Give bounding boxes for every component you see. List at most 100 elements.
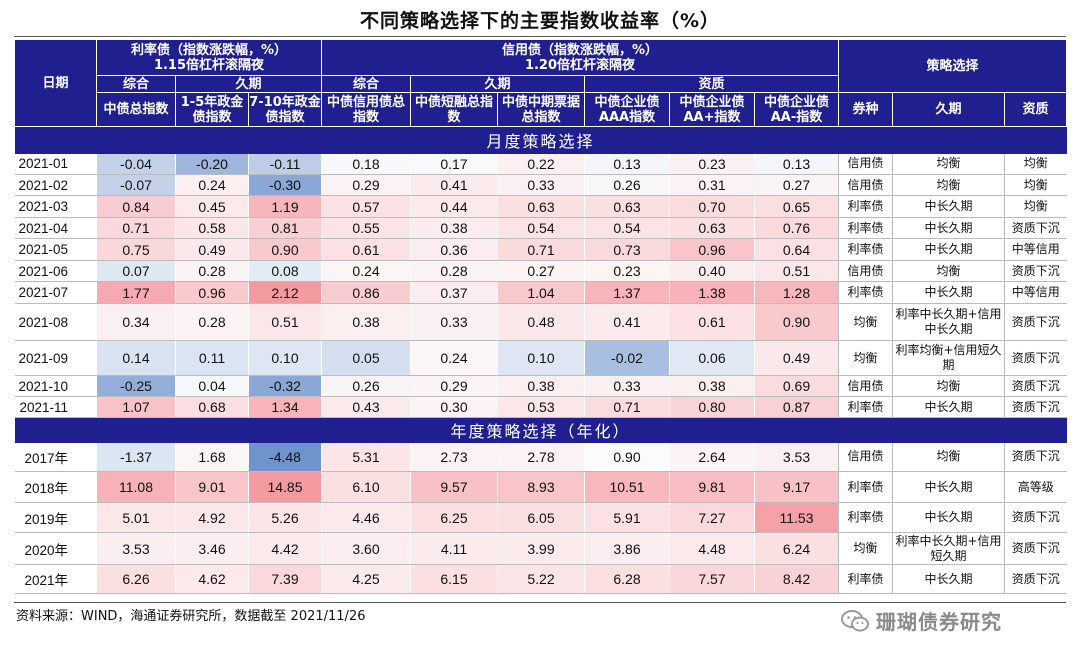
header-rate-leverage: 1.15倍杠杆滚隔夜 [153,57,265,73]
value-cell: 5.91 [584,502,670,533]
table-row: 2017年 -1.37 1.68 -4.48 5.31 2.73 2.78 0.90 2.64 3… [14,442,1067,472]
strategy-type: 利率债 [838,396,893,418]
value-cell: 5.01 [96,502,176,533]
value-cell: 0.63 [669,217,755,239]
value-cell: 0.24 [175,174,249,196]
value-cell: 0.34 [96,303,176,341]
value-cell: 8.93 [497,471,585,503]
value-cell: 3.99 [497,532,585,565]
value-cell: 0.28 [175,303,249,341]
value-cell: 0.71 [96,217,176,239]
row-date: 2021-09 [14,340,97,376]
strategy-type: 利率债 [838,471,893,503]
header-col-1: 1-5年政金债指数 [175,92,249,127]
value-cell: 6.10 [321,471,411,503]
header-rate-duration: 久期 [175,75,322,93]
value-cell: 7.57 [669,564,755,594]
value-cell: 0.64 [754,238,839,261]
strategy-type: 利率债 [838,238,893,261]
value-cell: 0.73 [584,238,670,261]
wechat-icon [841,609,869,631]
value-cell: 6.15 [410,564,498,594]
value-cell: 1.34 [248,396,322,418]
value-cell: 0.28 [175,260,249,282]
value-cell: 9.01 [175,471,249,503]
value-cell: 0.26 [584,174,670,196]
table-row: 2019年 5.01 4.92 5.26 4.46 6.25 6.05 5.91 7.27 11.… [14,502,1067,533]
value-cell: 3.53 [754,442,839,472]
value-cell: 0.55 [321,217,411,239]
value-cell: 0.10 [248,340,322,376]
row-date: 2019年 [14,502,97,533]
table-row: 2021-11 1.07 0.68 1.34 0.43 0.30 0.53 0.71 0.80 0… [14,396,1067,418]
value-cell: 0.23 [669,153,755,175]
value-cell: 1.07 [96,396,176,418]
header-col-6: 中债企业债AAA指数 [584,92,670,127]
section-monthly: 月度策略选择 [14,126,1067,154]
value-cell: 0.90 [584,442,670,472]
row-date: 2021-03 [14,195,97,218]
header-rate-group: 利率债（指数涨跌幅，%） 1.15倍杠杆滚隔夜 [96,39,322,76]
value-cell: 0.06 [669,340,755,376]
value-cell: 0.33 [584,375,670,397]
strategy-duration: 中长久期 [892,502,1005,533]
value-cell: 1.37 [584,281,670,304]
value-cell: 0.84 [96,195,176,218]
value-cell: 0.51 [248,303,322,341]
row-date: 2021-06 [14,260,97,282]
header-strategy-col-0: 券种 [838,92,893,127]
value-cell: 4.48 [669,532,755,565]
value-cell: 0.54 [584,217,670,239]
value-cell: 0.45 [175,195,249,218]
value-cell: -0.25 [96,375,176,397]
strategy-duration: 均衡 [892,153,1005,175]
value-cell: 1.38 [669,281,755,304]
strategy-quality: 高等级 [1004,471,1067,503]
strategy-duration: 中长久期 [892,281,1005,304]
strategy-type: 利率债 [838,564,893,594]
value-cell: 0.29 [410,375,498,397]
table-title: 不同策略选择下的主要指数收益率（%） [359,10,721,32]
strategy-duration: 中长久期 [892,471,1005,503]
value-cell: 0.75 [96,238,176,261]
value-cell: 0.13 [754,153,839,175]
strategy-quality: 资质下沉 [1004,375,1067,397]
strategy-quality: 资质下沉 [1004,564,1067,594]
value-cell: -0.07 [96,174,176,196]
strategy-type: 均衡 [838,532,893,565]
header-col-2: 7-10年政金债指数 [248,92,322,127]
value-cell: 0.61 [669,303,755,341]
table-row: 2021-10 -0.25 0.04 -0.32 0.26 0.29 0.38 0.33 0.3… [14,375,1067,397]
strategy-quality: 均衡 [1004,174,1067,196]
value-cell: 0.41 [410,174,498,196]
value-cell: 0.43 [321,396,411,418]
strategy-type: 信用债 [838,174,893,196]
value-cell: 0.29 [321,174,411,196]
value-cell: 0.54 [497,217,585,239]
value-cell: 0.17 [410,153,498,175]
value-cell: 3.60 [321,532,411,565]
strategy-type: 利率债 [838,502,893,533]
value-cell: 7.39 [248,564,322,594]
value-cell: 0.71 [584,396,670,418]
value-cell: 9.57 [410,471,498,503]
value-cell: 0.90 [248,238,322,261]
value-cell: 5.31 [321,442,411,472]
strategy-duration: 中长久期 [892,396,1005,418]
table-row: 2021-07 1.77 0.96 2.12 0.86 0.37 1.04 1.37 1.38 1… [14,281,1067,304]
table-row: 2021-02 -0.07 0.24 -0.30 0.29 0.41 0.33 0.26 0.3… [14,174,1067,196]
strategy-duration: 均衡 [892,442,1005,472]
value-cell: 0.36 [410,238,498,261]
strategy-duration: 中长久期 [892,238,1005,261]
returns-table: 日期 利率债（指数涨跌幅，%） 1.15倍杠杆滚隔夜 信用债（指数涨跌幅，%） … [14,39,1067,594]
value-cell: 2.78 [497,442,585,472]
value-cell: 0.41 [584,303,670,341]
value-cell: 7.27 [669,502,755,533]
strategy-duration: 利率中长久期+信用短久期 [892,532,1005,565]
table-row: 2021-06 0.07 0.28 0.08 0.24 0.28 0.27 0.23 0.40 0… [14,260,1067,282]
header-col-7: 中债企业债AA+指数 [669,92,755,127]
value-cell: 1.19 [248,195,322,218]
value-cell: 0.63 [497,195,585,218]
value-cell: 0.27 [497,260,585,282]
value-cell: -1.37 [96,442,176,472]
